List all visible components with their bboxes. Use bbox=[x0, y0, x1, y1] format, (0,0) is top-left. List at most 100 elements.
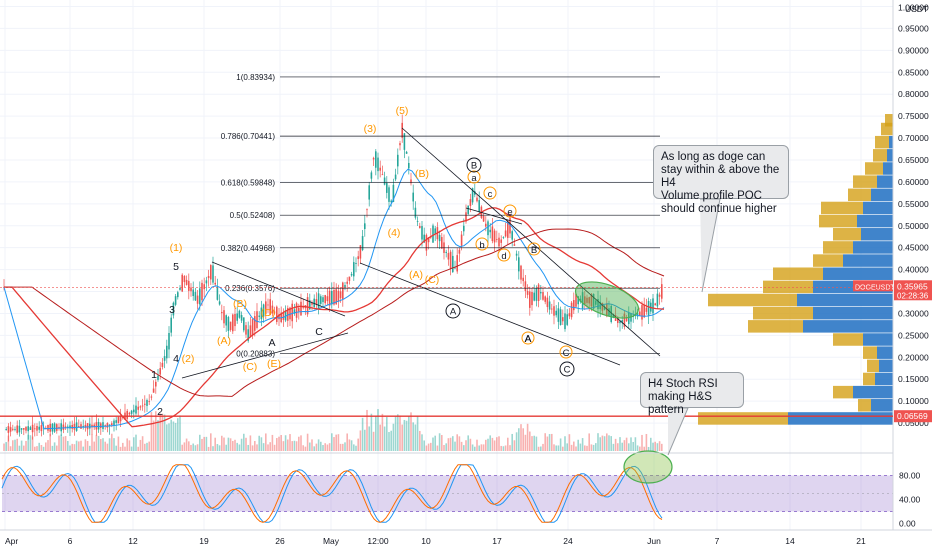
fib-level-label: 0.236(0.3576) bbox=[225, 284, 275, 293]
vp-gold-bar bbox=[748, 320, 803, 333]
volume-bar bbox=[590, 444, 593, 451]
candle-body bbox=[181, 274, 183, 292]
candle-body bbox=[157, 375, 159, 380]
candle-body bbox=[524, 281, 527, 292]
candle-body bbox=[36, 425, 38, 431]
volume-bar bbox=[309, 442, 311, 451]
candle-body bbox=[203, 284, 205, 290]
wave-label-orange: (C) bbox=[243, 361, 258, 373]
candle-body bbox=[586, 297, 588, 303]
candle-body bbox=[399, 143, 401, 146]
candle-body bbox=[520, 265, 522, 280]
volume-bar bbox=[25, 440, 27, 451]
candle-body bbox=[337, 290, 340, 302]
candle-body bbox=[482, 216, 485, 222]
candle-body bbox=[287, 308, 289, 321]
candle-body bbox=[16, 425, 18, 433]
candle-body bbox=[557, 308, 560, 322]
vp-blue-bar bbox=[877, 346, 893, 359]
candle-body bbox=[456, 255, 458, 272]
volume-bar bbox=[557, 445, 560, 451]
candle-body bbox=[168, 333, 170, 350]
volume-bar bbox=[216, 444, 219, 451]
wave-label-orange: (5) bbox=[396, 105, 409, 117]
vp-blue-bar bbox=[883, 162, 893, 175]
osc-tick-label: 40.00 bbox=[899, 495, 921, 505]
candle-body bbox=[518, 257, 520, 272]
candle-body bbox=[150, 396, 153, 398]
wave-label-orange: (A) bbox=[409, 269, 423, 281]
volume-bar bbox=[322, 445, 324, 451]
volume-bar bbox=[293, 440, 296, 451]
price-tick-label: 0.05000 bbox=[898, 418, 929, 428]
candle-body bbox=[93, 424, 95, 428]
volume-bar bbox=[568, 434, 571, 451]
candle-body bbox=[201, 282, 203, 301]
wave-label-circled: A bbox=[450, 307, 457, 318]
volume-bar bbox=[262, 443, 265, 451]
ma-red-line bbox=[4, 207, 665, 428]
volume-bar bbox=[232, 440, 234, 451]
volume-bar bbox=[654, 441, 656, 451]
candle-body bbox=[12, 428, 14, 430]
candle-body bbox=[658, 294, 661, 297]
volume-bar bbox=[524, 434, 527, 451]
volume-bar bbox=[298, 436, 300, 451]
candle-body bbox=[234, 313, 236, 327]
price-tick-label: 0.70000 bbox=[898, 133, 929, 143]
vp-blue-bar bbox=[843, 254, 893, 267]
candle-body bbox=[342, 282, 344, 300]
candle-body bbox=[350, 274, 353, 276]
volume-bar bbox=[269, 442, 271, 451]
candle-body bbox=[463, 225, 465, 232]
candle-body bbox=[353, 262, 355, 277]
volume-bar bbox=[647, 446, 650, 451]
vp-blue-bar bbox=[889, 135, 893, 149]
candle-body bbox=[654, 303, 656, 306]
candle-body bbox=[348, 276, 351, 281]
candle-body bbox=[117, 417, 120, 424]
wave-label-orange: e bbox=[507, 207, 512, 218]
wave-label-orange: (4) bbox=[388, 227, 401, 239]
vp-gold-bar bbox=[763, 280, 813, 294]
price-tick-label: 0.90000 bbox=[898, 45, 929, 55]
candle-body bbox=[122, 417, 124, 418]
candle-body bbox=[416, 221, 419, 222]
trendline-lower-2 bbox=[359, 262, 621, 366]
candle-body bbox=[403, 133, 406, 150]
volume-bar bbox=[14, 439, 16, 451]
volume-bar bbox=[106, 443, 109, 451]
candle-body bbox=[515, 253, 518, 256]
volume-bars bbox=[3, 409, 663, 451]
volume-bar bbox=[531, 436, 533, 451]
candle-body bbox=[73, 423, 76, 430]
candle-body bbox=[179, 287, 181, 290]
volume-bar bbox=[381, 413, 384, 451]
volume-bar bbox=[597, 433, 599, 451]
candle-body bbox=[256, 311, 258, 328]
candle-body bbox=[331, 291, 333, 305]
volume-bar bbox=[42, 446, 45, 451]
volume-bar bbox=[122, 442, 124, 451]
candle-body bbox=[361, 236, 364, 251]
volume-bar bbox=[23, 445, 25, 451]
candle-body bbox=[474, 191, 476, 195]
candle-body bbox=[58, 426, 60, 428]
volume-bar bbox=[150, 412, 153, 451]
candle-body bbox=[82, 425, 84, 427]
candle-body bbox=[333, 289, 335, 305]
volume-bar bbox=[441, 435, 443, 451]
vp-gold-bar bbox=[823, 241, 853, 254]
volume-bar bbox=[9, 446, 12, 451]
symbol-tag: DOGEUSDT bbox=[855, 284, 895, 291]
candle-body bbox=[559, 309, 562, 326]
candle-body bbox=[553, 306, 555, 316]
volume-bar bbox=[304, 446, 307, 451]
volume-bar bbox=[551, 433, 553, 451]
volume-bar bbox=[370, 413, 373, 451]
volume-bar bbox=[71, 443, 73, 451]
candle-body bbox=[423, 234, 425, 243]
volume-bar bbox=[621, 442, 623, 451]
